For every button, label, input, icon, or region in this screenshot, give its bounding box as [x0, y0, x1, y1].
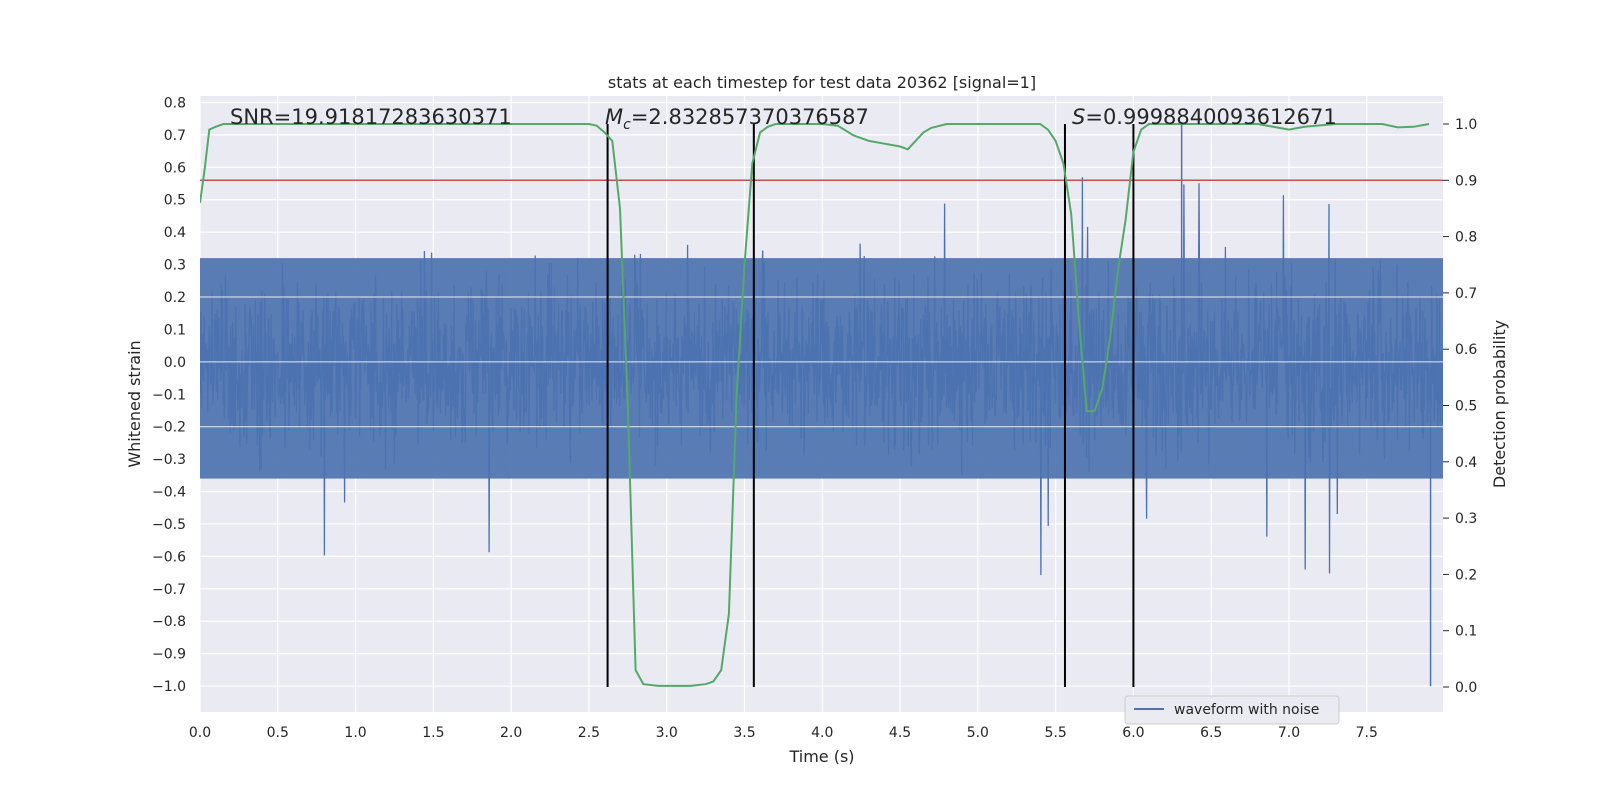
probability-line [200, 123, 1430, 687]
y-left-tick-label: 0.8 [164, 95, 186, 111]
y-left-tick-label: −0.3 [152, 452, 186, 468]
x-tick-label: 1.0 [344, 725, 366, 741]
x-tick-label: 5.0 [967, 725, 989, 741]
x-axis-label: Time (s) [788, 747, 854, 766]
x-tick-label: 2.0 [500, 725, 522, 741]
x-tick-label: 4.5 [889, 725, 911, 741]
waveform-dense-band [200, 258, 1443, 479]
x-tick-label: 5.5 [1044, 725, 1066, 741]
x-tick-label: 3.0 [656, 725, 678, 741]
y-left-axis-ticks: 0.8 0.7 0.6 0.5 0.4 0.3 0.2 0.1 0.0 −0.1 −0.2 −0.3 −… [152, 95, 186, 695]
probability-layer [200, 123, 1430, 687]
x-tick-label: 0.0 [189, 725, 211, 741]
vertical-lines [606, 124, 1135, 687]
y-left-tick-label: −0.2 [152, 420, 186, 436]
y-right-tick-label: 0.1 [1455, 624, 1477, 640]
legend: waveform with noise [1124, 695, 1340, 725]
y-left-tick-label: 0.5 [164, 193, 186, 209]
x-tick-label: 7.5 [1356, 725, 1378, 741]
y-left-tick-label: −1.0 [152, 679, 186, 695]
y-left-axis-label: Whitened strain [125, 340, 144, 467]
x-tick-label: 3.5 [733, 725, 755, 741]
y-left-tick-label: −0.7 [152, 582, 186, 598]
y-left-tick-label: −0.4 [152, 485, 186, 501]
chirp-mass-value: =2.832857370376587 [631, 105, 869, 129]
y-right-axis-label: Detection probability [1490, 320, 1509, 488]
y-right-tick-label: 0.4 [1455, 455, 1477, 471]
x-tick-label: 6.0 [1122, 725, 1144, 741]
y-right-tick-label: 0.0 [1455, 680, 1477, 696]
y-left-tick-label: 0.1 [164, 322, 186, 338]
y-left-tick-label: −0.5 [152, 517, 186, 533]
chirp-mass-annotation: Mc=2.832857370376587 [605, 105, 869, 133]
x-axis-ticks: 0.0 0.5 1.0 1.5 2.0 2.5 3.0 3.5 4.0 4.5 5.0 5.5 6.0 6… [189, 725, 1378, 741]
y-right-axis-ticks: 1.0 0.9 0.8 0.7 0.6 0.5 0.4 0.3 0.2 0.1 0.0 [1443, 117, 1477, 696]
x-tick-label: 1.5 [422, 725, 444, 741]
waveform-series [200, 121, 1443, 687]
legend-box [1124, 695, 1340, 725]
y-left-tick-label: 0.3 [164, 258, 186, 274]
y-left-tick-label: −0.9 [152, 647, 186, 663]
x-tick-label: 2.5 [578, 725, 600, 741]
y-right-tick-label: 0.6 [1455, 342, 1477, 358]
score-annotation: S=0.9998840093612671 [1072, 105, 1337, 129]
score-value: =0.9998840093612671 [1085, 105, 1336, 129]
y-right-tick-label: 0.2 [1455, 567, 1477, 583]
y-right-tick-label: 0.3 [1455, 511, 1477, 527]
y-right-tick-label: 0.9 [1455, 173, 1477, 189]
y-left-tick-label: −0.6 [152, 549, 186, 565]
y-left-tick-label: 0.4 [164, 225, 186, 241]
chirp-mass-subscript: c [623, 117, 631, 133]
x-tick-label: 4.0 [811, 725, 833, 741]
snr-annotation: SNR=19.91817283630371 [230, 105, 512, 129]
y-right-tick-label: 1.0 [1455, 117, 1477, 133]
y-left-tick-label: −0.1 [152, 387, 186, 403]
y-left-tick-label: 0.6 [164, 160, 186, 176]
y-left-tick-label: 0.7 [164, 128, 186, 144]
y-left-tick-label: 0.0 [164, 355, 186, 371]
y-left-tick-label: −0.8 [152, 614, 186, 630]
y-right-tick-label: 0.8 [1455, 230, 1477, 246]
y-right-tick-label: 0.5 [1455, 399, 1477, 415]
chart-title: stats at each timestep for test data 203… [608, 73, 1036, 92]
x-tick-label: 0.5 [267, 725, 289, 741]
y-right-tick-label: 0.7 [1455, 286, 1477, 302]
x-tick-label: 7.0 [1278, 725, 1300, 741]
legend-label-waveform: waveform with noise [1174, 702, 1319, 718]
score-symbol: S [1072, 105, 1085, 129]
y-left-tick-label: 0.2 [164, 290, 186, 306]
chirp-mass-symbol: M [605, 105, 623, 129]
x-tick-label: 6.5 [1200, 725, 1222, 741]
